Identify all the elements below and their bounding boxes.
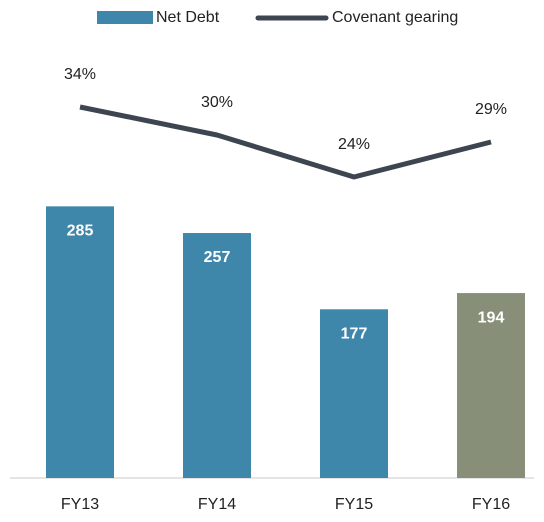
bar-value-label: 285	[67, 223, 94, 240]
line-value-label: 24%	[338, 136, 370, 153]
legend-label: Net Debt	[156, 9, 220, 26]
bar-value-label: 177	[341, 326, 368, 343]
x-tick-label: FY13	[61, 496, 99, 513]
line-value-label: 34%	[64, 66, 96, 83]
bar	[183, 233, 251, 478]
line-value-label: 29%	[475, 101, 507, 118]
bar	[320, 309, 388, 478]
bar	[46, 206, 114, 478]
legend-label: Covenant gearing	[332, 9, 458, 26]
x-tick-label: FY15	[335, 496, 373, 513]
line	[79, 104, 492, 180]
bar	[457, 293, 525, 478]
bar-value-label: 194	[478, 309, 505, 326]
x-tick-label: FY16	[472, 496, 510, 513]
bar-value-label: 257	[204, 249, 231, 266]
legend-swatch	[97, 11, 153, 24]
x-tick-label: FY14	[198, 496, 236, 513]
line-value-label: 30%	[201, 94, 233, 111]
